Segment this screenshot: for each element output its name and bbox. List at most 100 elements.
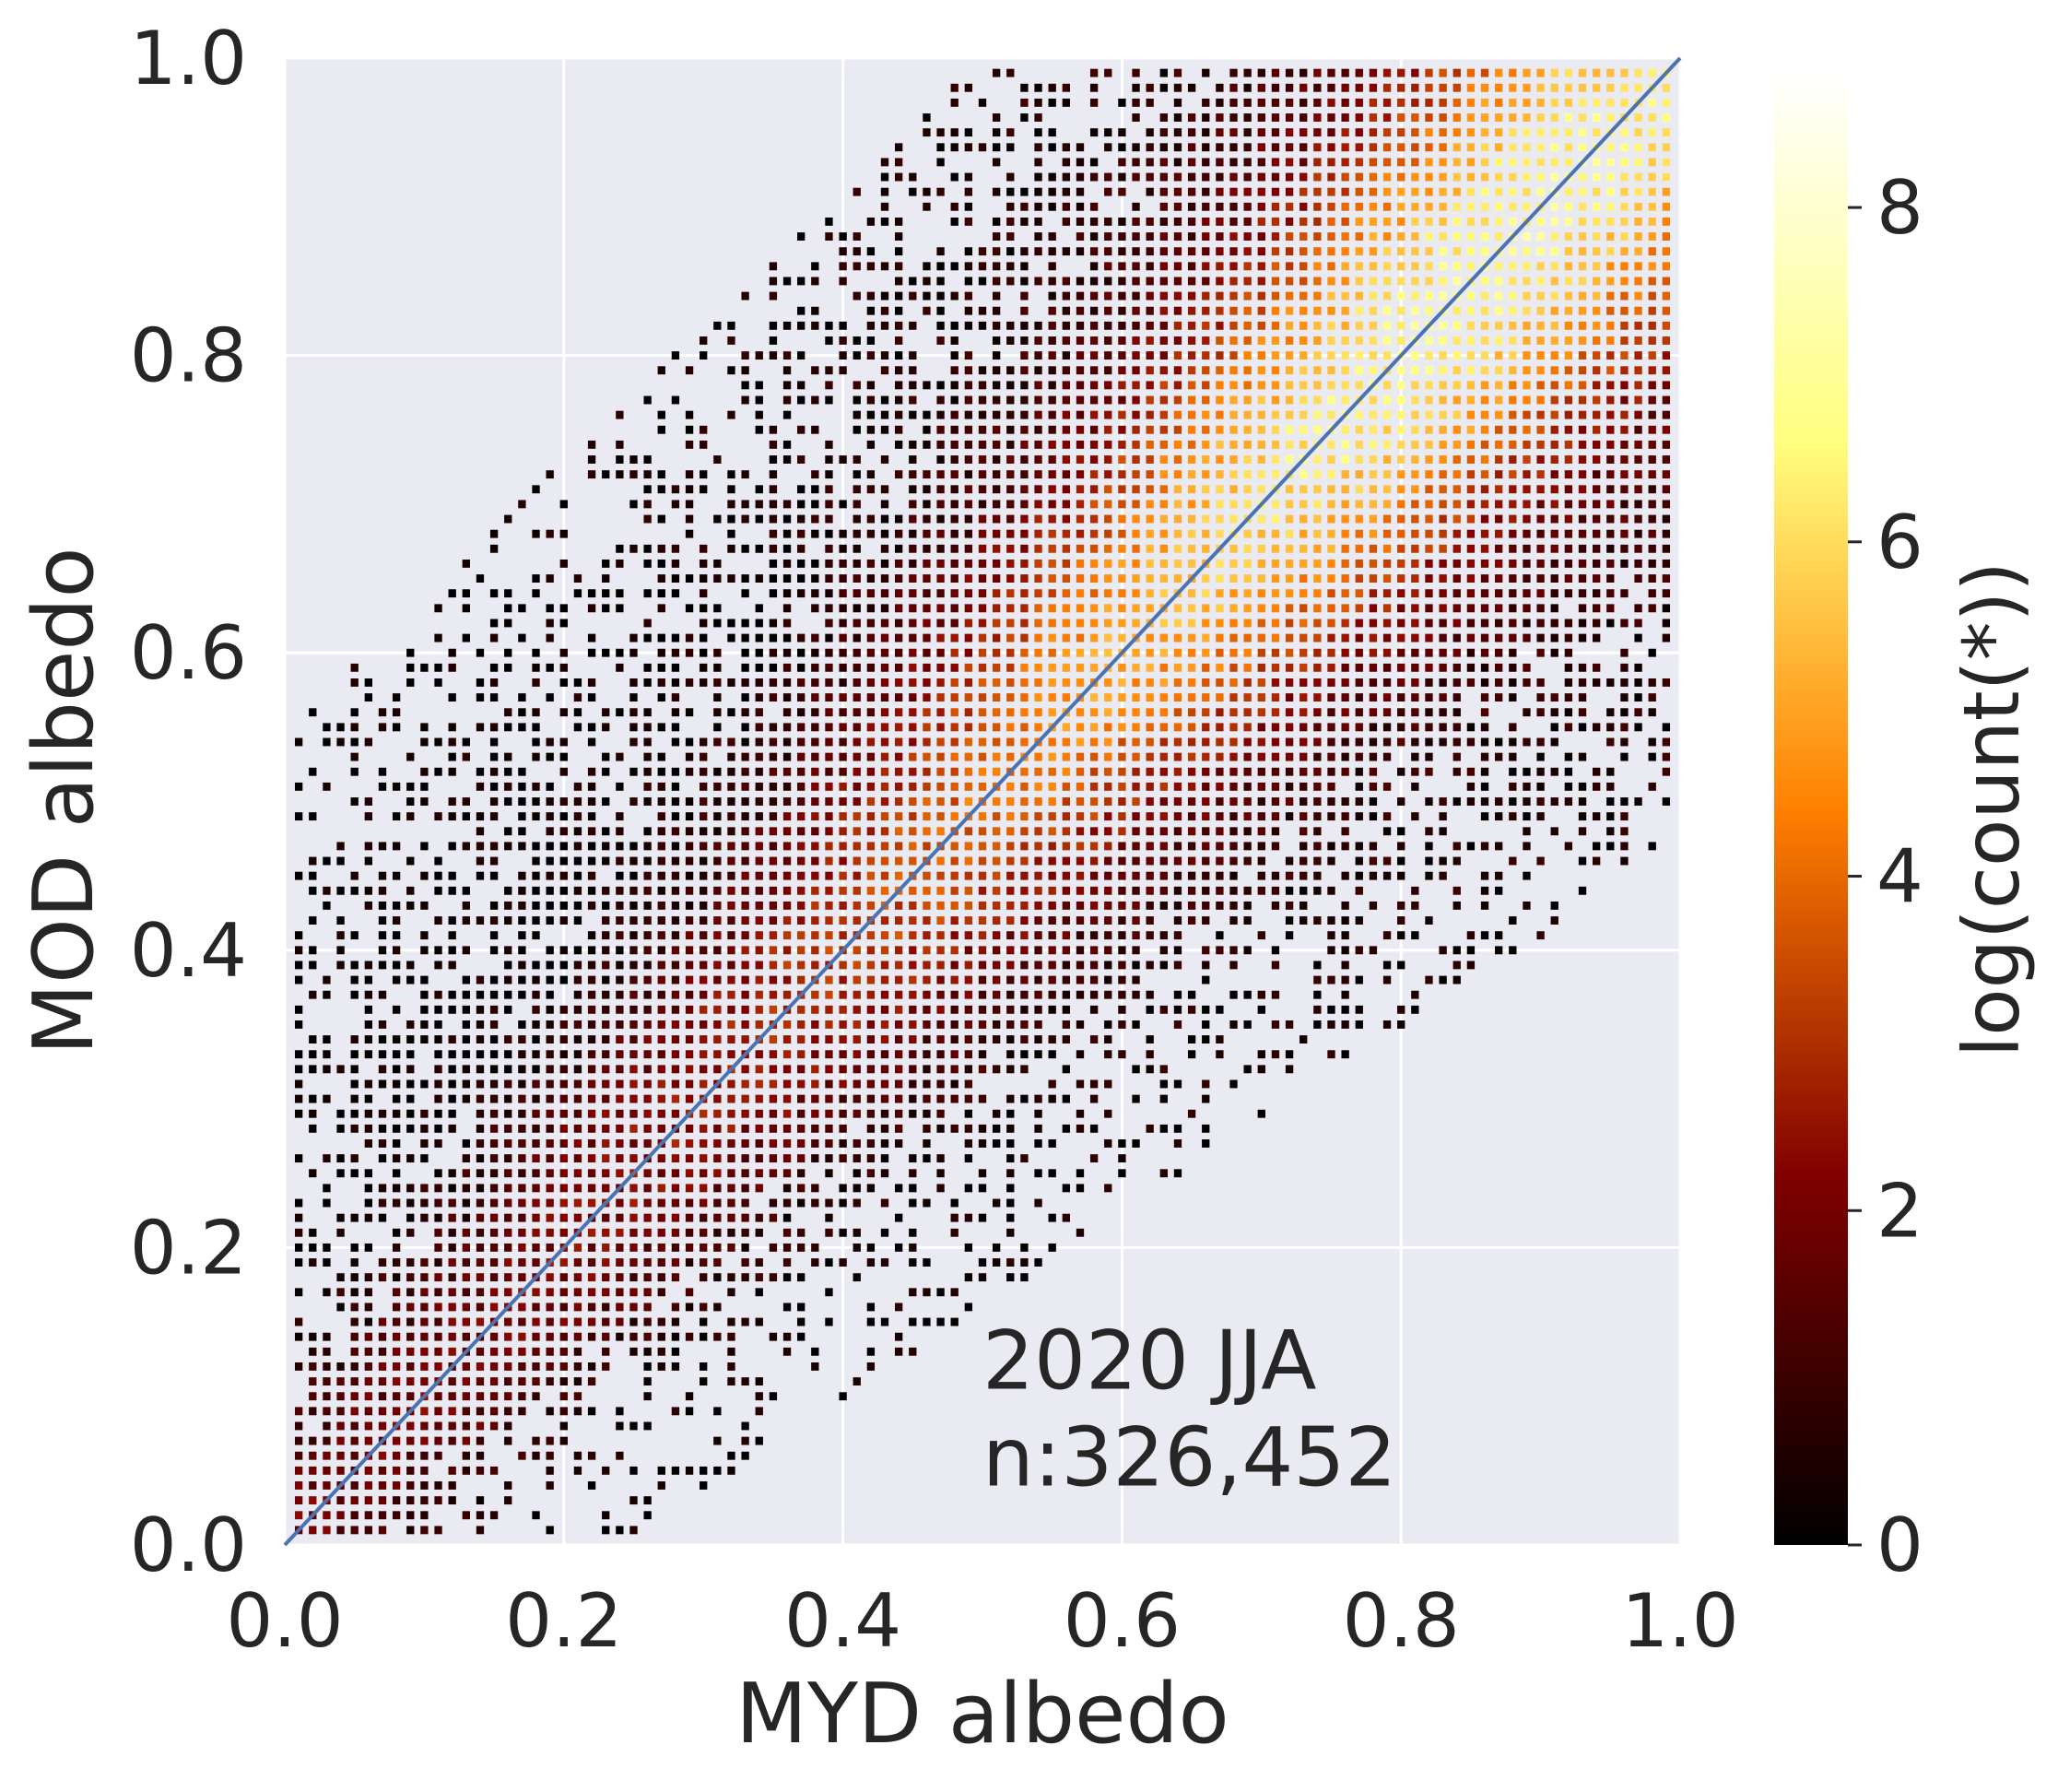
density-cell [951,500,958,508]
density-cell [476,678,484,687]
density-cell [853,247,861,255]
density-cell [672,1006,679,1014]
density-cell [1411,128,1418,136]
density-cell [1020,708,1028,716]
density-cell [936,738,944,747]
density-cell [936,292,944,301]
density-cell [449,1318,456,1326]
density-cell [588,1110,595,1118]
density-cell [1356,872,1363,880]
density-cell [532,1377,539,1385]
density-cell [979,1065,986,1073]
density-cell [1104,842,1111,850]
density-cell [1299,708,1307,716]
density-cell [951,1229,958,1237]
density-cell [643,738,651,747]
density-cell [1132,589,1139,597]
density-cell [993,381,1000,389]
density-cell [1118,902,1125,910]
density-cell [727,812,735,820]
density-cell [1411,604,1418,612]
density-cell [756,738,763,747]
density-cell [686,812,693,820]
density-cell [351,1035,359,1043]
density-cell [1006,1258,1014,1267]
density-cell [1118,1020,1125,1029]
density-cell [1286,292,1293,301]
density-cell [1327,1006,1335,1014]
density-cell [923,485,930,493]
density-cell [629,842,637,850]
density-cell [1258,426,1265,434]
density-cell [643,976,651,984]
density-cell [1411,322,1418,330]
density-cell [295,1095,302,1103]
density-cell [895,277,902,286]
density-cell [839,738,846,747]
density-cell [756,1437,763,1445]
density-cell [1299,574,1307,583]
density-cell [1034,1110,1041,1118]
density-cell [1118,530,1125,538]
density-cell [504,1095,512,1103]
density-cell [393,1333,400,1341]
density-cell [1481,768,1488,776]
density-cell [1258,84,1265,92]
density-cell [1104,783,1111,791]
density-cell [727,1125,735,1133]
density-cell [881,500,888,508]
density-cell [1411,188,1418,196]
density-cell [365,1020,372,1029]
density-cell [923,426,930,434]
density-cell [532,1214,539,1222]
density-cell [1160,143,1168,151]
density-cell [895,902,902,910]
density-cell [602,649,609,657]
density-cell [629,1526,637,1534]
density-cell [965,485,972,493]
density-cell [574,1258,582,1267]
density-cell [672,1095,679,1103]
density-cell [909,634,916,643]
density-cell [993,411,1000,419]
density-cell [797,1125,805,1133]
density-cell [1286,768,1293,776]
density-cell [1439,441,1446,449]
density-cell [839,976,846,984]
density-cell [1313,411,1321,419]
density-cell [1049,827,1056,835]
density-cell [825,931,832,939]
density-cell [867,693,875,701]
density-cell [616,961,623,969]
density-cell [434,1184,441,1192]
density-cell [379,1318,386,1326]
density-cell [881,753,888,761]
density-cell [797,1006,805,1014]
density-cell [797,723,805,731]
density-cell [672,976,679,984]
density-cell [1020,931,1028,939]
density-cell [1188,500,1195,508]
density-cell [1481,336,1488,345]
density-cell [839,619,846,628]
density-cell [658,1288,665,1296]
density-cell [449,1244,456,1252]
density-cell [770,351,777,360]
density-cell [1216,470,1223,478]
density-cell [1258,545,1265,553]
density-cell [643,1139,651,1148]
density-cell [1049,530,1056,538]
density-cell [1258,1006,1265,1014]
density-cell [1076,351,1084,360]
density-cell [895,1035,902,1043]
density-cell [783,916,791,925]
density-cell [1063,753,1070,761]
density-cell [1063,1035,1070,1043]
density-cell [1202,783,1209,791]
density-cell [741,1020,748,1029]
density-cell [1299,143,1307,151]
density-cell [1188,664,1195,672]
density-cell [616,411,623,419]
density-cell [1286,753,1293,761]
density-cell [1258,1065,1265,1073]
